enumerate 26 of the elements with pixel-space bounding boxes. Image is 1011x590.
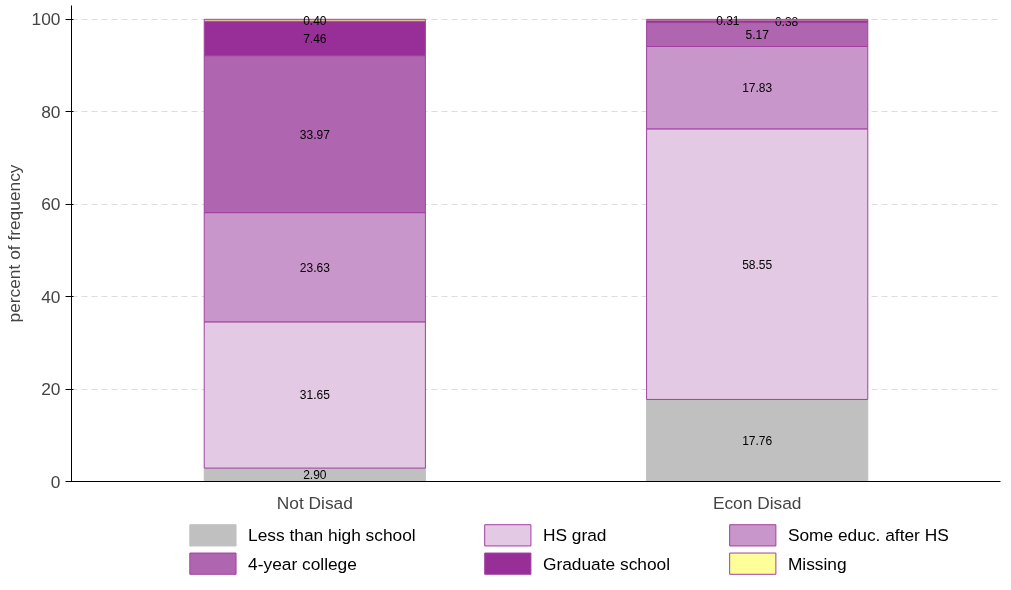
y-tick-label: 20 bbox=[41, 379, 61, 400]
data-label: 58.55 bbox=[742, 257, 773, 272]
data-label: 17.83 bbox=[742, 81, 773, 96]
legend-label: HS grad bbox=[542, 525, 607, 546]
x-tick-label: Econ Disad bbox=[712, 492, 802, 513]
data-label: 5.17 bbox=[745, 28, 770, 42]
legend-label: 4-year college bbox=[248, 553, 357, 574]
data-label: 31.65 bbox=[299, 388, 331, 403]
y-tick-label: 100 bbox=[31, 9, 61, 30]
legend-label: Some educ. after HS bbox=[787, 525, 949, 546]
y-tick-label: 40 bbox=[41, 286, 61, 307]
y-axis-title: percent of frequency bbox=[3, 164, 24, 323]
y-tick-label: 60 bbox=[41, 194, 61, 215]
bar bbox=[646, 398, 869, 482]
legend-label: Graduate school bbox=[542, 553, 671, 574]
data-label: 2.90 bbox=[303, 468, 327, 483]
data-label: 23.63 bbox=[299, 260, 331, 275]
legend-label: Missing bbox=[787, 553, 847, 574]
y-tick-label: 0 bbox=[50, 471, 61, 492]
data-label: 33.97 bbox=[299, 127, 331, 142]
y-tick-label: 80 bbox=[41, 101, 61, 122]
data-label: 7.46 bbox=[303, 31, 327, 46]
legend-label: Less than high school bbox=[248, 525, 416, 546]
x-tick-label: Not Disad bbox=[276, 492, 353, 513]
data-label: 0.38 bbox=[774, 15, 799, 30]
data-label: 17.76 bbox=[742, 433, 773, 448]
